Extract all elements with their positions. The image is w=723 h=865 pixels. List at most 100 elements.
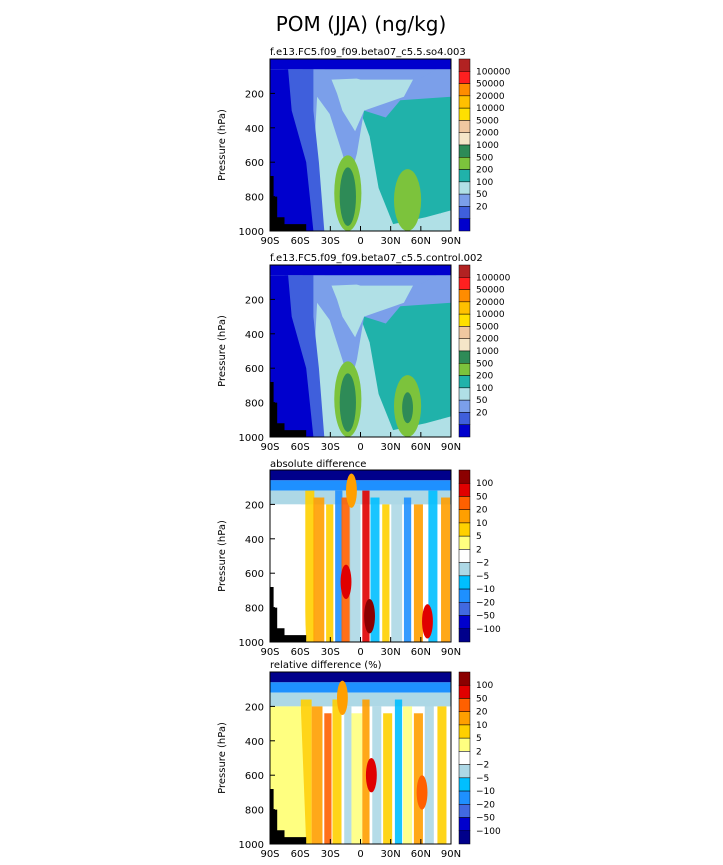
- contour-streak: [326, 504, 334, 642]
- colorbar-label: −2: [476, 761, 489, 771]
- colorbar-label: 50: [476, 190, 488, 200]
- contour-streak: [372, 706, 382, 844]
- contour-streak: [335, 490, 343, 642]
- x-tick-label: 0: [357, 236, 363, 247]
- colorbar-label: −20: [476, 800, 495, 810]
- contour-streak: [300, 699, 312, 844]
- contour-field: [270, 265, 451, 437]
- contour-200-right: [432, 316, 451, 420]
- plot-area: 90S 60S 30S 0 30N 60N 90N 200 400 600 800 1000 Press…: [217, 264, 461, 453]
- colorbar-box: [458, 326, 471, 339]
- contour-highlight: [364, 599, 375, 634]
- colorbar-label: 2000: [476, 129, 499, 139]
- x-tick-label: 0: [357, 647, 363, 658]
- colorbar-box: [458, 157, 471, 170]
- colorbar-box: [458, 375, 471, 389]
- contour-50-top: [324, 275, 437, 286]
- colorbar-label: 10: [476, 721, 488, 731]
- x-tick-label: 30S: [321, 849, 340, 860]
- colorbar-label: 5000: [476, 116, 499, 126]
- colorbar-label: 20: [476, 708, 488, 718]
- colorbar-label: 100000: [476, 67, 511, 77]
- colorbar-box: [458, 737, 471, 752]
- y-tick-label: 800: [245, 193, 264, 204]
- colorbar-box: [458, 387, 471, 401]
- contour-streak: [428, 490, 438, 642]
- contour-highlight: [340, 564, 352, 599]
- x-tick-label: 90N: [441, 442, 461, 453]
- y-tick-label: 400: [245, 737, 264, 748]
- contour-streak: [437, 706, 447, 844]
- contour-streak: [311, 706, 323, 844]
- y-tick-label: 1000: [239, 840, 264, 851]
- colorbar-box: [458, 602, 471, 616]
- x-tick-label: 60N: [411, 647, 431, 658]
- contour-streak: [362, 490, 370, 642]
- colorbar-label: 200: [476, 166, 493, 176]
- colorbar-label: 1000: [476, 141, 499, 151]
- x-tick-label: 90S: [260, 647, 279, 658]
- contour-streak: [403, 497, 412, 642]
- colorbar-box: [458, 218, 471, 232]
- colorbar-label: −5: [476, 572, 489, 582]
- contour-field: [270, 59, 451, 231]
- colorbar: 100000 50000 20000 10000 5000 2000 1000 500 200 1…: [458, 58, 511, 232]
- colorbar-label: 50: [476, 694, 488, 704]
- contour-neg20-top: [270, 480, 451, 491]
- colorbar-box: [458, 132, 471, 146]
- contour-streak: [413, 504, 423, 642]
- x-tick-label: 60S: [291, 236, 310, 247]
- colorbar-label: 5: [476, 734, 482, 744]
- contour-sh-polar: [270, 504, 307, 642]
- panel-relative-difference: relative difference (%) 90S 60S 30S 0 30N 60N…: [217, 660, 501, 860]
- colorbar: 100 50 20 10 5 2 −2 −5 −10 −20 −50 −100: [458, 469, 501, 643]
- x-tick-label: 60S: [291, 442, 310, 453]
- contour-500-nh: [393, 169, 422, 231]
- topography: [270, 176, 307, 231]
- colorbar-box: [458, 412, 471, 425]
- contour-lt20-top: [270, 265, 451, 276]
- colorbar-label: 20000: [476, 92, 505, 102]
- y-tick-label: 800: [245, 399, 264, 410]
- colorbar-label: 10000: [476, 104, 505, 114]
- contour-neg5-top: [270, 490, 451, 505]
- topography: [270, 587, 307, 642]
- colorbar-label: 20: [476, 506, 488, 516]
- y-axis-label: Pressure (hPa): [217, 520, 228, 592]
- y-tick-label: 1000: [239, 227, 264, 238]
- y-tick-label: 200: [245, 702, 264, 713]
- x-tick-label: 90N: [441, 647, 461, 658]
- topography: [270, 789, 307, 844]
- colorbar: 100 50 20 10 5 2 −2 −5 −10 −20 −50 −100: [458, 671, 501, 845]
- x-tick-label: 60N: [411, 236, 431, 247]
- colorbar-box: [458, 482, 471, 497]
- plot-area: 90S 60S 30S 0 30N 60N 90N 200 400 600 800 1000 Press…: [217, 58, 461, 247]
- colorbar-label: 2000: [476, 335, 499, 345]
- contour-streak: [332, 699, 342, 844]
- colorbar-label: −10: [476, 787, 495, 797]
- colorbar-box: [458, 711, 471, 726]
- colorbar-label: 100: [476, 178, 493, 188]
- contour-streak: [413, 713, 423, 844]
- colorbar-label: 50: [476, 396, 488, 406]
- y-tick-label: 200: [245, 295, 264, 306]
- colorbar-box: [458, 120, 471, 133]
- plot-area: 90S 60S 30S 0 30N 60N 90N 200 400 600 800 1000 Press…: [217, 671, 461, 860]
- colorbar-box: [458, 817, 471, 832]
- colorbar-box: [458, 615, 471, 630]
- contour-neg100-top: [270, 672, 451, 683]
- panel-title: f.e13.FC5.f09_f09.beta07_c5.5.so4.003: [270, 47, 466, 58]
- contour-highlight: [346, 473, 357, 508]
- panel-so4: f.e13.FC5.f09_f09.beta07_c5.5.so4.003 90…: [217, 47, 511, 247]
- contour-field: [270, 470, 451, 642]
- x-tick-label: 90N: [441, 849, 461, 860]
- x-tick-label: 90N: [441, 236, 461, 247]
- colorbar-label: −50: [476, 814, 495, 824]
- contour-100-tongue: [331, 282, 415, 338]
- y-tick-label: 800: [245, 806, 264, 817]
- colorbar-label: −2: [476, 559, 489, 569]
- contour-50: [302, 275, 451, 437]
- colorbar-box: [458, 830, 471, 845]
- colorbar-box: [458, 790, 471, 805]
- colorbar-box: [458, 724, 471, 739]
